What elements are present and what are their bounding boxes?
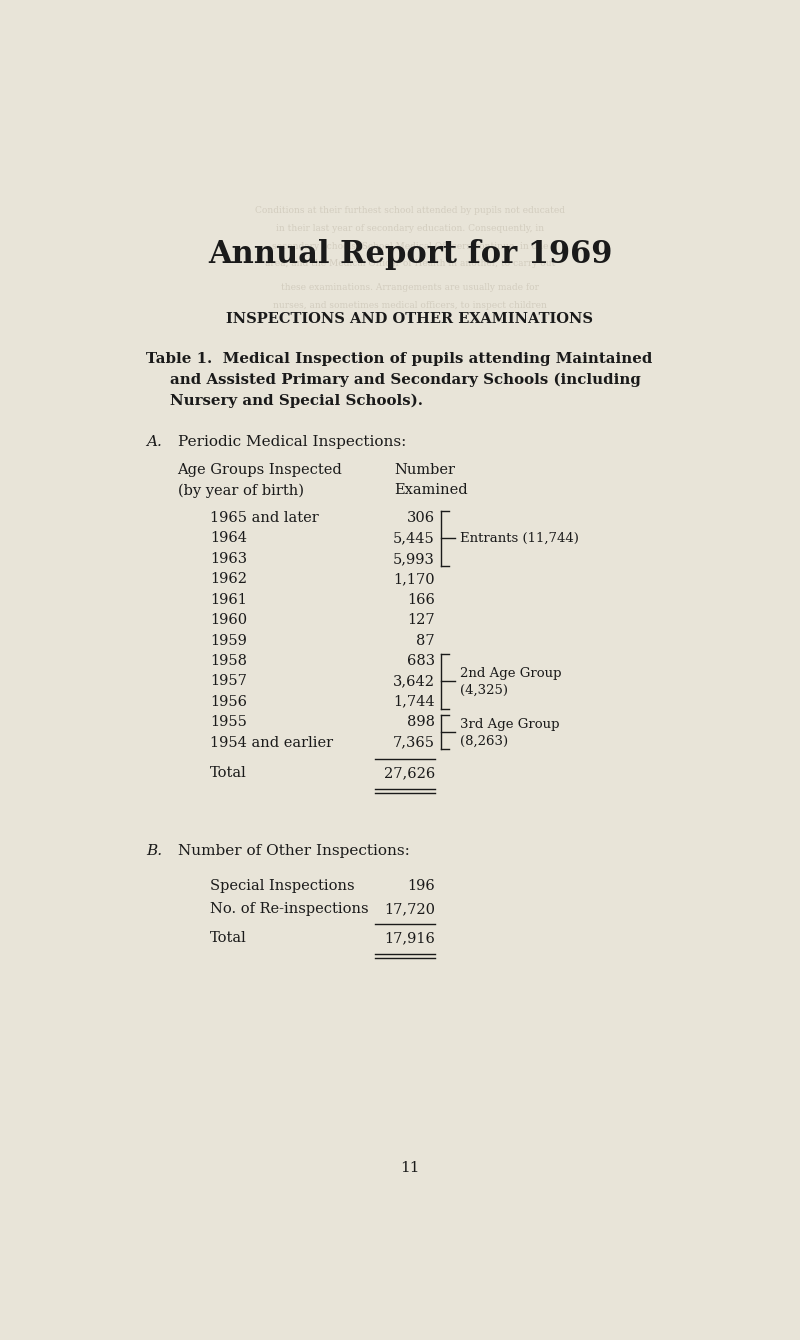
Text: secondary schools, School Medical Officers continue, in one: secondary schools, School Medical Office…: [272, 241, 548, 251]
Text: Total: Total: [210, 766, 246, 780]
Text: 27,626: 27,626: [383, 766, 435, 780]
Text: Total: Total: [210, 931, 246, 945]
Text: Number: Number: [394, 464, 455, 477]
Text: 196: 196: [407, 879, 435, 892]
Text: area, and the Medical Officer of Health in another, to carry out: area, and the Medical Officer of Health …: [265, 260, 555, 268]
Text: 5,993: 5,993: [393, 552, 435, 565]
Text: 1962: 1962: [210, 572, 247, 587]
Text: 1960: 1960: [210, 614, 247, 627]
Text: B.: B.: [146, 844, 162, 858]
Text: 1963: 1963: [210, 552, 247, 565]
Text: 306: 306: [406, 511, 435, 525]
Text: (8,263): (8,263): [459, 734, 508, 748]
Text: 7,365: 7,365: [393, 736, 435, 749]
Text: 1956: 1956: [210, 694, 247, 709]
Text: 1958: 1958: [210, 654, 247, 667]
Text: 1961: 1961: [210, 592, 247, 607]
Text: 1959: 1959: [210, 634, 247, 647]
Text: Periodic Medical Inspections:: Periodic Medical Inspections:: [178, 436, 406, 449]
Text: 11: 11: [400, 1160, 420, 1175]
Text: INSPECTIONS AND OTHER EXAMINATIONS: INSPECTIONS AND OTHER EXAMINATIONS: [226, 312, 594, 326]
Text: Special Inspections: Special Inspections: [210, 879, 354, 892]
Text: 898: 898: [407, 716, 435, 729]
Text: 1957: 1957: [210, 674, 247, 689]
Text: 166: 166: [407, 592, 435, 607]
Text: (by year of birth): (by year of birth): [178, 484, 303, 497]
Text: A.: A.: [146, 436, 162, 449]
Text: these examinations. Arrangements are usually made for: these examinations. Arrangements are usu…: [281, 283, 539, 292]
Text: 1965 and later: 1965 and later: [210, 511, 318, 525]
Text: 3rd Age Group: 3rd Age Group: [459, 718, 559, 732]
Text: in their last year of secondary education. Consequently, in: in their last year of secondary educatio…: [276, 224, 544, 233]
Text: Number of Other Inspections:: Number of Other Inspections:: [178, 844, 410, 858]
Text: 1954 and earlier: 1954 and earlier: [210, 736, 333, 749]
Text: Conditions at their furthest school attended by pupils not educated: Conditions at their furthest school atte…: [255, 206, 565, 216]
Text: 127: 127: [407, 614, 435, 627]
Text: 17,916: 17,916: [384, 931, 435, 945]
Text: Table 1.  Medical Inspection of pupils attending Maintained: Table 1. Medical Inspection of pupils at…: [146, 352, 653, 366]
Text: Nursery and Special Schools).: Nursery and Special Schools).: [170, 394, 422, 409]
Text: 1,744: 1,744: [393, 694, 435, 709]
Text: 87: 87: [416, 634, 435, 647]
Text: No. of Re-inspections: No. of Re-inspections: [210, 902, 369, 915]
Text: Age Groups Inspected: Age Groups Inspected: [178, 464, 342, 477]
Text: Annual Report for 1969: Annual Report for 1969: [208, 240, 612, 271]
Text: and Assisted Primary and Secondary Schools (including: and Assisted Primary and Secondary Schoo…: [170, 373, 641, 387]
Text: Entrants (11,744): Entrants (11,744): [459, 532, 578, 545]
Text: 1964: 1964: [210, 532, 247, 545]
Text: 1,170: 1,170: [393, 572, 435, 587]
Text: 1955: 1955: [210, 716, 247, 729]
Text: 2nd Age Group: 2nd Age Group: [459, 667, 561, 681]
Text: 3,642: 3,642: [393, 674, 435, 689]
Text: 17,720: 17,720: [384, 902, 435, 915]
Text: Examined: Examined: [394, 484, 468, 497]
Text: (4,325): (4,325): [459, 683, 508, 697]
Text: nurses, and sometimes medical officers, to inspect children: nurses, and sometimes medical officers, …: [273, 302, 547, 310]
Text: 5,445: 5,445: [393, 532, 435, 545]
Text: 683: 683: [406, 654, 435, 667]
